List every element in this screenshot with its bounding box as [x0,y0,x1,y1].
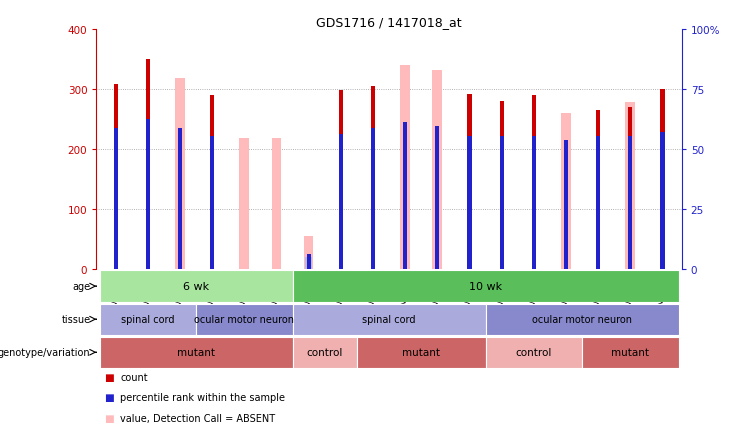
Bar [357,337,485,368]
Text: genotype/variation: genotype/variation [0,348,90,357]
Bar [370,87,375,269]
Bar [146,60,150,269]
Text: ■: ■ [104,393,113,402]
Bar [582,337,679,368]
Bar [660,133,665,269]
Text: ocular motor neuron: ocular motor neuron [532,315,632,324]
Bar [293,271,679,302]
Bar [175,79,185,269]
Bar [272,139,282,269]
Text: spinal cord: spinal cord [121,315,175,324]
Text: age: age [73,282,90,291]
Bar [293,337,357,368]
Bar [293,304,485,335]
Text: control: control [516,348,552,357]
Bar [468,95,471,269]
Bar [113,129,118,269]
Text: ■: ■ [104,372,113,381]
Text: ocular motor neuron: ocular motor neuron [194,315,294,324]
Text: count: count [120,372,147,381]
Bar [468,137,471,269]
Bar [596,137,600,269]
Bar [403,123,408,269]
Bar [628,137,632,269]
Text: spinal cord: spinal cord [362,315,416,324]
Bar [370,129,375,269]
Bar [307,254,310,269]
Bar [178,129,182,269]
Bar [485,304,679,335]
Text: mutant: mutant [402,348,440,357]
Bar [210,137,214,269]
Bar [146,120,150,269]
Text: value, Detection Call = ABSENT: value, Detection Call = ABSENT [120,414,275,423]
Bar [99,304,196,335]
Bar [305,257,312,269]
Text: 6 wk: 6 wk [183,282,209,291]
Bar [561,114,571,269]
Text: 10 wk: 10 wk [469,282,502,291]
Bar [304,236,313,269]
Bar [532,137,536,269]
Bar [596,111,600,269]
Bar [339,135,343,269]
Bar [499,102,504,269]
Bar [435,127,439,269]
Bar [113,85,118,269]
Bar [564,141,568,269]
Bar [660,90,665,269]
Text: mutant: mutant [611,348,649,357]
Text: ■: ■ [104,414,113,423]
Bar [239,139,249,269]
Text: percentile rank within the sample: percentile rank within the sample [120,393,285,402]
Title: GDS1716 / 1417018_at: GDS1716 / 1417018_at [316,16,462,29]
Bar [485,337,582,368]
Bar [628,108,632,269]
Bar [339,91,343,269]
Bar [400,66,410,269]
Text: control: control [307,348,343,357]
Bar [625,103,635,269]
Text: mutant: mutant [177,348,215,357]
Bar [210,96,214,269]
Text: tissue: tissue [62,315,90,324]
Bar [99,337,293,368]
Bar [532,96,536,269]
Bar [196,304,293,335]
Bar [99,271,293,302]
Bar [499,137,504,269]
Bar [433,70,442,269]
